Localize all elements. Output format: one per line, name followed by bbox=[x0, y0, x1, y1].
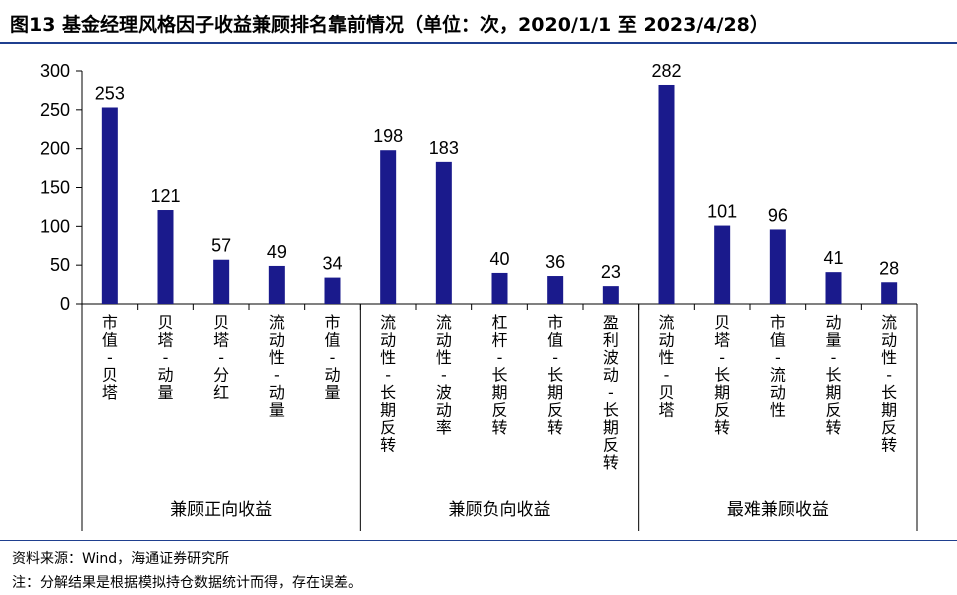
footer-rule bbox=[0, 540, 957, 541]
bar bbox=[825, 272, 842, 304]
data-label: 49 bbox=[267, 242, 287, 262]
group-label: 最难兼顾收益 bbox=[727, 500, 829, 520]
bar bbox=[380, 150, 397, 304]
category-label: 贝塔-分红 bbox=[213, 313, 229, 402]
category-label: 贝塔-动量 bbox=[157, 313, 173, 402]
category-label: 市值-流动性 bbox=[770, 313, 786, 420]
bar bbox=[491, 272, 508, 304]
data-label: 57 bbox=[211, 236, 231, 256]
y-tick-label: 0 bbox=[60, 294, 70, 314]
group-label: 兼顾负向收益 bbox=[449, 500, 551, 520]
y-tick-label: 200 bbox=[40, 139, 70, 159]
category-label: 动量-长期反转 bbox=[825, 313, 841, 437]
bar bbox=[213, 259, 230, 304]
group-label: 兼顾正向收益 bbox=[170, 500, 272, 520]
bar bbox=[602, 286, 619, 304]
bar bbox=[714, 225, 731, 304]
bar bbox=[435, 161, 452, 304]
data-label: 23 bbox=[601, 262, 621, 282]
data-label: 40 bbox=[489, 249, 509, 269]
data-label: 36 bbox=[545, 252, 565, 272]
y-tick-label: 50 bbox=[50, 255, 70, 275]
data-label: 101 bbox=[707, 202, 737, 222]
category-label: 市值-贝塔 bbox=[102, 313, 118, 402]
bar-chart: 0 50 100 150 200 250 300 兼顾正向收益 兼顾负向收益 最难兼顾收益 253 市… bbox=[40, 61, 918, 531]
data-label: 198 bbox=[373, 126, 403, 146]
category-label: 流动性-波动率 bbox=[436, 313, 452, 437]
bar bbox=[324, 277, 341, 304]
data-label: 28 bbox=[879, 258, 899, 278]
source-note: 资料来源：Wind，海通证券研究所 bbox=[12, 551, 230, 567]
data-label: 183 bbox=[429, 138, 459, 158]
title-bar: 图13 基金经理风格因子收益兼顾排名靠前情况（单位：次，2020/1/1 至 2… bbox=[0, 0, 957, 44]
y-tick-label: 300 bbox=[40, 61, 70, 81]
data-label: 121 bbox=[150, 186, 180, 206]
category-label: 市值-长期反转 bbox=[547, 313, 563, 437]
category-label: 贝塔-长期反转 bbox=[714, 313, 730, 437]
data-label: 282 bbox=[651, 61, 681, 81]
bar bbox=[769, 229, 786, 304]
category-label: 流动性-动量 bbox=[269, 313, 285, 420]
y-tick-label: 100 bbox=[40, 216, 70, 236]
chart-title: 图13 基金经理风格因子收益兼顾排名靠前情况（单位：次，2020/1/1 至 2… bbox=[10, 14, 769, 36]
y-tick-label: 250 bbox=[40, 100, 70, 120]
disclaimer-note: 注：分解结果是根据模拟持仓数据统计而得，存在误差。 bbox=[12, 575, 362, 591]
category-label: 盈利波动-长期反转 bbox=[603, 313, 619, 472]
data-label: 253 bbox=[95, 84, 125, 104]
bar bbox=[658, 84, 675, 304]
bar bbox=[547, 276, 564, 304]
category-label: 市值-动量 bbox=[324, 313, 340, 402]
bar bbox=[101, 107, 118, 305]
data-label: 34 bbox=[322, 254, 342, 274]
category-label: 流动性-长期反转 bbox=[380, 313, 396, 455]
data-label: 96 bbox=[768, 205, 788, 225]
bar bbox=[881, 282, 898, 304]
bar bbox=[268, 265, 285, 304]
category-label: 流动性-贝塔 bbox=[658, 313, 674, 420]
category-label: 杠杆-长期反转 bbox=[491, 313, 507, 437]
category-label: 流动性-长期反转 bbox=[881, 313, 897, 455]
data-label: 41 bbox=[823, 248, 843, 268]
bar bbox=[157, 210, 174, 304]
y-tick-label: 150 bbox=[40, 178, 70, 198]
